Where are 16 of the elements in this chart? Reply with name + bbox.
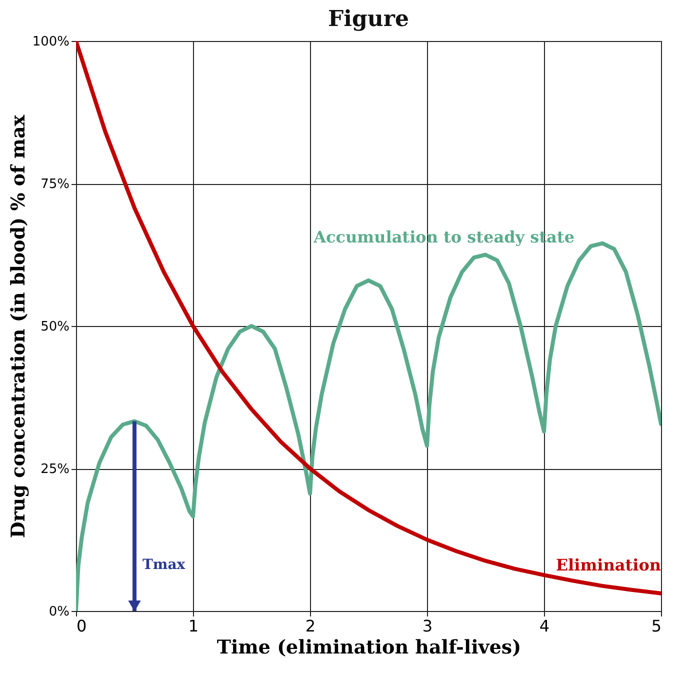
annotation: Tmax xyxy=(142,557,186,573)
y-tick-label: 100% xyxy=(32,34,70,50)
x-tick-label: 2 xyxy=(305,616,316,636)
y-tick-label: 75% xyxy=(40,177,70,192)
x-tick-label: 3 xyxy=(422,616,433,636)
y-tick-label: 25% xyxy=(40,462,70,477)
chart-title: Figure xyxy=(328,6,409,32)
y-axis-title: Drug concentration (in blood) % of max xyxy=(7,114,30,538)
y-tick-label: 0% xyxy=(48,604,70,620)
y-tick-label: 50% xyxy=(40,320,70,334)
series-label: Elimination xyxy=(556,555,662,574)
x-tick-label: 1 xyxy=(188,616,199,636)
x-tick-label: 4 xyxy=(539,616,550,636)
x-tick-label: 5 xyxy=(651,616,662,636)
x-tick-label: 0 xyxy=(76,616,87,636)
x-axis-title: Time (elimination half-lives) xyxy=(216,636,522,658)
